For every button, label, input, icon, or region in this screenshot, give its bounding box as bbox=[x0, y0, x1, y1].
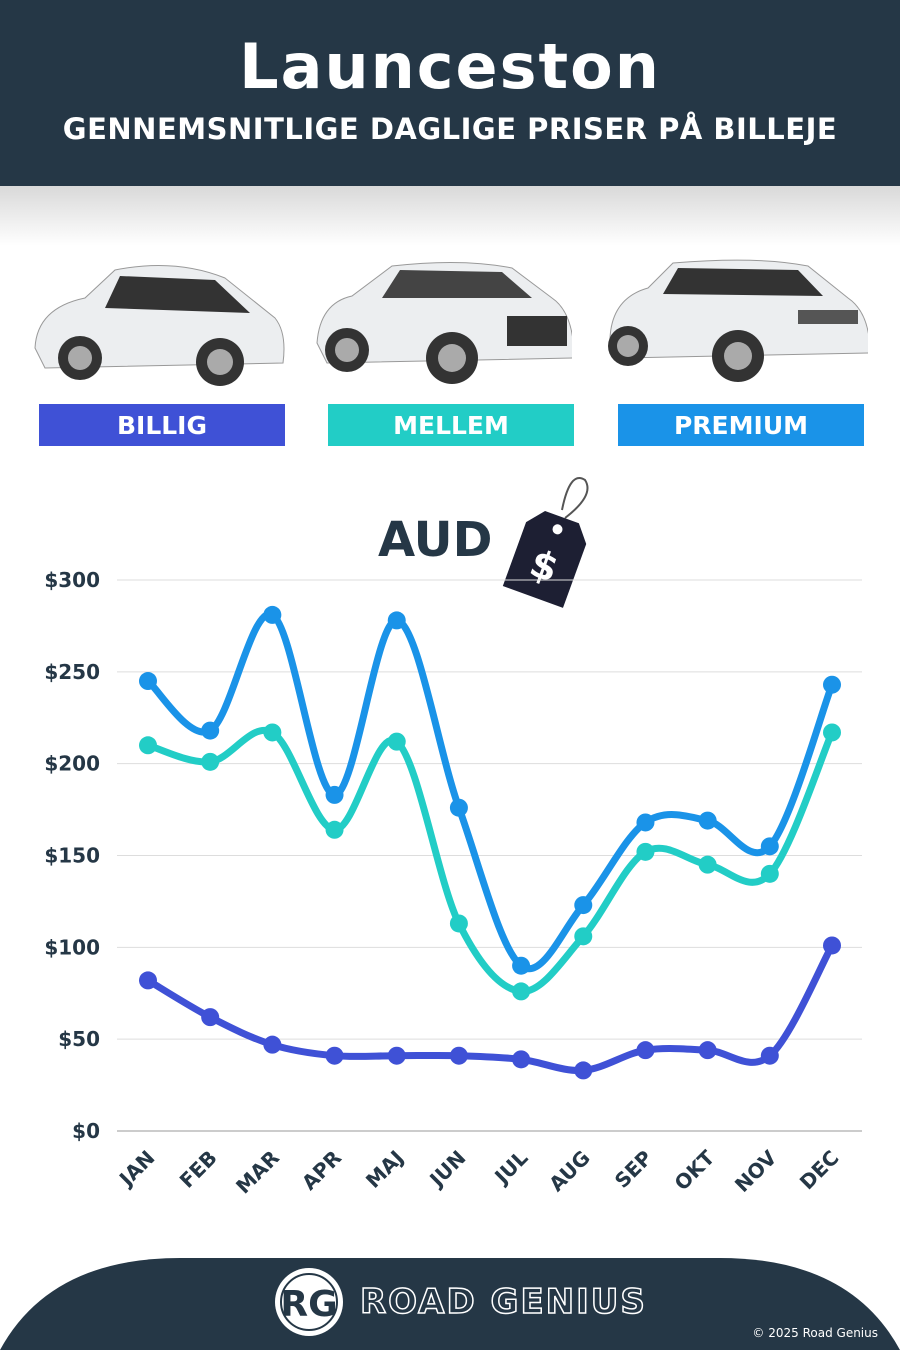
currency-label: AUD bbox=[378, 512, 493, 568]
series-line-premium bbox=[144, 611, 836, 972]
data-point-premium bbox=[760, 837, 779, 856]
data-point-mellem bbox=[760, 864, 779, 883]
y-tick-label: $200 bbox=[44, 752, 100, 776]
page-subtitle: GENNEMSNITLIGE DAGLIGE PRISER PÅ BILLEJE bbox=[62, 112, 838, 146]
data-point-billig bbox=[760, 1046, 779, 1065]
data-point-billig bbox=[449, 1046, 468, 1065]
logo-mark: RG bbox=[280, 1284, 337, 1325]
data-point-mellem bbox=[698, 855, 717, 874]
midsize-suv-image bbox=[316, 261, 572, 384]
footer: RG bbox=[0, 1258, 900, 1350]
data-point-billig bbox=[387, 1046, 406, 1065]
data-point-billig bbox=[574, 1061, 593, 1080]
data-point-billig bbox=[263, 1035, 282, 1054]
price-tag-icon: $ bbox=[502, 477, 589, 608]
series-line-mellem bbox=[144, 726, 836, 995]
x-tick-label: JUL bbox=[488, 1145, 532, 1189]
brand-name: ROAD GENIUS bbox=[359, 1281, 647, 1323]
data-point-premium bbox=[263, 605, 282, 624]
x-tick-label: JUN bbox=[423, 1146, 470, 1193]
x-tick-label: SEP bbox=[610, 1146, 657, 1193]
copyright: © 2025 Road Genius bbox=[752, 1326, 878, 1340]
x-tick-label: OKT bbox=[670, 1145, 720, 1195]
data-point-mellem bbox=[325, 820, 344, 839]
legend-premium: PREMIUM bbox=[618, 404, 864, 446]
data-point-mellem bbox=[139, 736, 157, 755]
data-point-mellem bbox=[636, 842, 655, 861]
data-point-premium bbox=[636, 813, 655, 832]
data-point-billig bbox=[636, 1041, 655, 1060]
data-point-premium bbox=[823, 675, 841, 694]
data-point-billig bbox=[512, 1050, 531, 1069]
data-point-premium bbox=[574, 896, 593, 915]
data-point-premium bbox=[512, 956, 531, 975]
data-point-premium bbox=[325, 785, 344, 804]
data-point-billig bbox=[698, 1041, 717, 1060]
data-point-premium bbox=[387, 611, 406, 630]
legend-billig: BILLIG bbox=[39, 404, 285, 446]
data-point-billig bbox=[823, 936, 841, 955]
data-point-billig bbox=[201, 1008, 220, 1027]
y-tick-label: $50 bbox=[58, 1027, 100, 1051]
y-tick-label: $250 bbox=[44, 660, 100, 684]
y-tick-label: $100 bbox=[44, 935, 100, 959]
data-point-mellem bbox=[387, 732, 406, 751]
premium-suv-image bbox=[608, 259, 868, 382]
x-tick-label: MAR bbox=[231, 1146, 284, 1199]
x-tick-label: JAN bbox=[113, 1146, 159, 1192]
x-tick-label: DEC bbox=[795, 1146, 844, 1195]
data-point-premium bbox=[201, 721, 220, 740]
x-tick-label: FEB bbox=[175, 1146, 222, 1193]
data-point-mellem bbox=[201, 752, 220, 771]
data-point-mellem bbox=[574, 927, 593, 946]
data-point-premium bbox=[449, 798, 468, 817]
legend-mellem: MELLEM bbox=[328, 404, 574, 446]
header: Launceston GENNEMSNITLIGE DAGLIGE PRISER… bbox=[0, 0, 900, 186]
y-tick-label: $0 bbox=[72, 1119, 100, 1143]
data-point-billig bbox=[139, 971, 157, 990]
data-point-premium bbox=[139, 672, 157, 691]
page-title: Launceston bbox=[239, 30, 661, 103]
data-point-premium bbox=[698, 811, 717, 830]
x-tick-label: APR bbox=[297, 1146, 346, 1195]
economy-car-image bbox=[34, 265, 285, 386]
y-tick-label: $300 bbox=[44, 568, 100, 592]
y-tick-label: $150 bbox=[44, 844, 100, 868]
x-tick-label: MAJ bbox=[361, 1146, 408, 1193]
data-point-mellem bbox=[512, 982, 531, 1001]
data-point-mellem bbox=[449, 914, 468, 933]
x-tick-label: NOV bbox=[730, 1145, 782, 1197]
data-point-mellem bbox=[823, 723, 841, 742]
series-line-billig bbox=[144, 941, 836, 1074]
header-shadow bbox=[0, 186, 900, 246]
data-point-billig bbox=[325, 1046, 344, 1065]
x-tick-label: AUG bbox=[544, 1146, 595, 1197]
data-point-mellem bbox=[263, 723, 282, 742]
line-chart: $0 $50 $100 $150 $200 $250 $300 JAN FEB MAR APR MAJ… bbox=[44, 568, 862, 1199]
